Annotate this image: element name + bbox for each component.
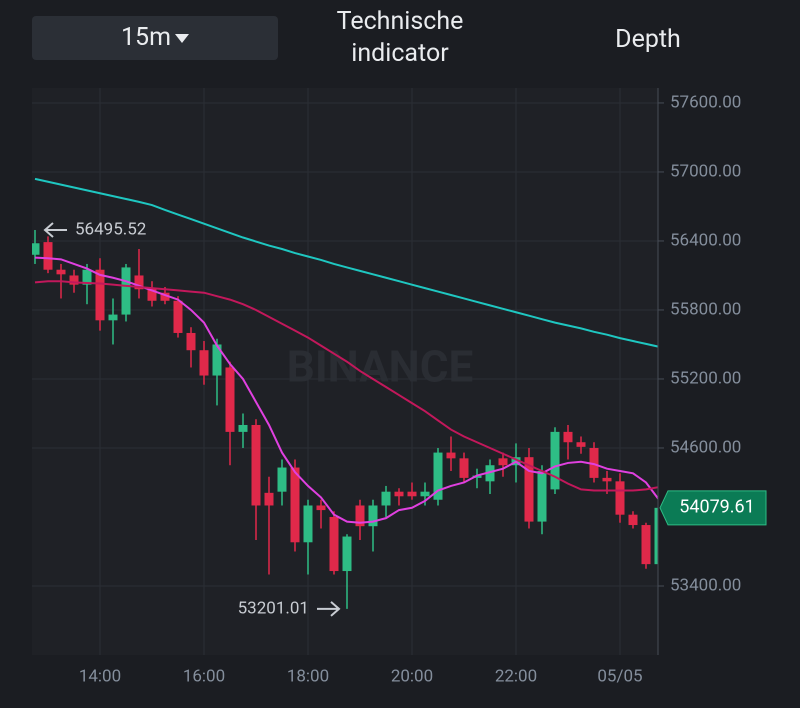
candle-body — [251, 424, 261, 506]
candle-body — [160, 292, 170, 301]
y-tick-label: 56400.00 — [670, 230, 741, 250]
candle-body — [407, 491, 417, 497]
candle-body — [225, 367, 235, 432]
candle-body — [537, 470, 547, 522]
candle-body — [238, 424, 248, 432]
candle-body — [524, 457, 534, 522]
candle-body — [69, 275, 79, 285]
candle-body — [381, 491, 391, 506]
price-tag-label: 54079.61 — [679, 497, 755, 518]
candle-body — [446, 452, 456, 459]
y-tick-label: 55200.00 — [670, 368, 741, 388]
candle-body — [589, 447, 599, 478]
candle-body — [550, 431, 560, 490]
candle-body — [628, 514, 638, 526]
y-tick-label: 57000.00 — [670, 161, 741, 181]
candle-body — [472, 475, 482, 478]
candle-body — [186, 332, 196, 351]
candle-body — [433, 452, 443, 500]
x-tick-label: 20:00 — [391, 666, 433, 686]
candle-body — [277, 467, 287, 492]
candle-body — [563, 431, 573, 443]
candle-body — [199, 350, 209, 376]
low-label: 53201.01 — [238, 598, 309, 618]
candle-body — [498, 458, 508, 466]
x-tick-label: 18:00 — [287, 666, 329, 686]
candle-body — [212, 344, 222, 376]
candle-body — [290, 467, 300, 543]
timeframe-button[interactable]: 15m — [32, 16, 278, 60]
candle-body — [43, 242, 53, 270]
candle-body — [329, 516, 339, 572]
caret — [175, 33, 190, 43]
y-tick-label: 54600.00 — [670, 437, 741, 457]
tab[interactable]: Technische indicator — [336, 7, 464, 68]
timeframe: 15m — [120, 23, 172, 52]
tab[interactable]: Depth — [615, 25, 681, 54]
candle-body — [654, 507, 658, 565]
candle-body — [394, 491, 404, 497]
high-label: 56495.52 — [75, 219, 146, 239]
candle-body — [641, 525, 651, 565]
candle-body — [420, 491, 430, 497]
x-tick-label: 22:00 — [495, 666, 537, 686]
candle-body — [368, 505, 378, 527]
candle-body — [459, 458, 469, 478]
candle-body — [602, 477, 612, 482]
x-tick-label: 14:00 — [79, 666, 121, 686]
candle-body — [316, 505, 326, 511]
candle-body — [56, 269, 66, 275]
candle-body — [32, 243, 40, 255]
arrow — [43, 222, 67, 238]
y-tick-label: 55800.00 — [670, 299, 741, 319]
candle-body — [173, 300, 183, 333]
y-tick-label: 57600.00 — [670, 92, 741, 112]
arrow — [317, 601, 341, 617]
candle-body — [615, 481, 625, 515]
candle-body — [576, 442, 586, 447]
candle-body — [121, 267, 131, 315]
ma-line — [34, 177, 658, 348]
ma-line — [34, 280, 658, 492]
candle-body — [108, 314, 118, 321]
candle-body — [264, 492, 274, 506]
candle-body — [355, 505, 365, 527]
candle-body — [485, 465, 495, 482]
y-tick-label: 53400.00 — [670, 575, 741, 595]
price-tag — [659, 490, 767, 526]
ma-line — [34, 256, 658, 524]
candle-body — [134, 275, 144, 290]
candle-body — [342, 536, 352, 572]
x-tick-label: 16:00 — [183, 666, 225, 686]
x-tick-label: 05/05 — [597, 666, 642, 686]
candle-body — [95, 269, 105, 321]
watermark: BINANCE — [287, 341, 474, 393]
candle-body — [82, 269, 92, 285]
candle-body — [147, 288, 157, 301]
candle-body — [303, 505, 313, 543]
